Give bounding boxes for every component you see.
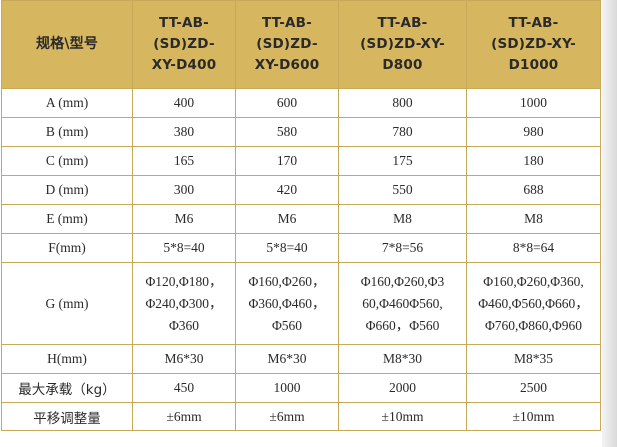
table-cell: 400 bbox=[132, 88, 236, 118]
table-cell: M6 bbox=[132, 204, 236, 234]
table-cell: 580 bbox=[235, 117, 339, 147]
model-header-line: D1000 bbox=[508, 57, 559, 73]
model-header-line: TT-AB- bbox=[159, 15, 209, 31]
table-row: E (mm) M6 M6 M8 M8 bbox=[1, 204, 601, 234]
row-label: A (mm) bbox=[1, 88, 133, 118]
model-header-line: (SD)ZD-XY- bbox=[360, 36, 445, 52]
table-cell: 980 bbox=[466, 117, 601, 147]
table-cell: 450 bbox=[132, 373, 236, 403]
table-cell: 780 bbox=[338, 117, 467, 147]
model-header-line: D800 bbox=[382, 57, 423, 73]
header-row: 规格\型号 TT-AB- (SD)ZD- XY-D400 TT-AB- (SD)… bbox=[1, 0, 601, 89]
table-row: A (mm) 400 600 800 1000 bbox=[1, 88, 601, 118]
row-label: F(mm) bbox=[1, 233, 133, 263]
row-label: 最大承载（kg） bbox=[1, 373, 133, 403]
model-header-line: XY-D400 bbox=[151, 57, 217, 73]
table-cell: 550 bbox=[338, 175, 467, 205]
cell-line: Φ660，Φ560 bbox=[365, 317, 440, 333]
table-cell: 300 bbox=[132, 175, 236, 205]
table-cell: M8 bbox=[466, 204, 601, 234]
table-cell: Φ160,Φ260,Φ3 60,Φ460Φ560, Φ660，Φ560 bbox=[338, 262, 467, 345]
model-header-line: (SD)ZD- bbox=[256, 36, 318, 52]
table-row: G (mm) Φ120,Φ180， Φ240,Φ300， Φ360 Φ160,Φ… bbox=[1, 262, 601, 345]
model-header-d400: TT-AB- (SD)ZD- XY-D400 bbox=[132, 0, 236, 89]
table-cell: M8 bbox=[338, 204, 467, 234]
table-cell: ±6mm bbox=[235, 402, 339, 431]
table-row: 最大承载（kg） 450 1000 2000 2500 bbox=[1, 373, 601, 403]
row-label: C (mm) bbox=[1, 146, 133, 176]
cell-line: Φ240,Φ300， bbox=[145, 295, 223, 311]
page-edge-shadow bbox=[602, 0, 617, 447]
table-cell: M6*30 bbox=[132, 344, 236, 374]
model-header-d800: TT-AB- (SD)ZD-XY- D800 bbox=[338, 0, 467, 89]
spec-table: 规格\型号 TT-AB- (SD)ZD- XY-D400 TT-AB- (SD)… bbox=[1, 0, 601, 431]
table-cell: M6 bbox=[235, 204, 339, 234]
cell-line: Φ460,Φ560,Φ660， bbox=[478, 295, 589, 311]
model-header-line: TT-AB- bbox=[377, 15, 428, 31]
table-cell: 8*8=64 bbox=[466, 233, 601, 263]
table-cell: M8*35 bbox=[466, 344, 601, 374]
row-label: D (mm) bbox=[1, 175, 133, 205]
table-cell: 170 bbox=[235, 146, 339, 176]
table-cell: ±10mm bbox=[338, 402, 467, 431]
table-cell: 1000 bbox=[466, 88, 601, 118]
table-cell: 380 bbox=[132, 117, 236, 147]
table-cell: 165 bbox=[132, 146, 236, 176]
table-cell: Φ160,Φ260， Φ360,Φ460， Φ560 bbox=[235, 262, 339, 345]
table-row: C (mm) 165 170 175 180 bbox=[1, 146, 601, 176]
table-cell: Φ160,Φ260,Φ360, Φ460,Φ560,Φ660， Φ760,Φ86… bbox=[466, 262, 601, 345]
model-header-line: TT-AB- bbox=[508, 15, 559, 31]
model-header-line: TT-AB- bbox=[262, 15, 312, 31]
corner-header: 规格\型号 bbox=[1, 0, 133, 89]
cell-line: Φ760,Φ860,Φ960 bbox=[484, 317, 583, 333]
row-label: B (mm) bbox=[1, 117, 133, 147]
cell-line: Φ360,Φ460， bbox=[248, 295, 326, 311]
table-cell: 5*8=40 bbox=[235, 233, 339, 263]
row-label: 平移调整量 bbox=[1, 402, 133, 431]
model-header-d600: TT-AB- (SD)ZD- XY-D600 bbox=[235, 0, 339, 89]
table-cell: M8*30 bbox=[338, 344, 467, 374]
cell-line: Φ360 bbox=[168, 317, 200, 333]
table-cell: 420 bbox=[235, 175, 339, 205]
row-label: H(mm) bbox=[1, 344, 133, 374]
table-row: B (mm) 380 580 780 980 bbox=[1, 117, 601, 147]
table-cell: 7*8=56 bbox=[338, 233, 467, 263]
table-cell: 175 bbox=[338, 146, 467, 176]
model-header-d1000: TT-AB- (SD)ZD-XY- D1000 bbox=[466, 0, 601, 89]
table-cell: 180 bbox=[466, 146, 601, 176]
table-row: F(mm) 5*8=40 5*8=40 7*8=56 8*8=64 bbox=[1, 233, 601, 263]
table-cell: 688 bbox=[466, 175, 601, 205]
cell-line: Φ160,Φ260， bbox=[248, 273, 326, 289]
model-header-line: XY-D600 bbox=[254, 57, 320, 73]
model-header-line: (SD)ZD- bbox=[153, 36, 215, 52]
table-cell: ±6mm bbox=[132, 402, 236, 431]
table-row: 平移调整量 ±6mm ±6mm ±10mm ±10mm bbox=[1, 402, 601, 431]
table-row: H(mm) M6*30 M6*30 M8*30 M8*35 bbox=[1, 344, 601, 374]
table-cell: M6*30 bbox=[235, 344, 339, 374]
table-cell: 5*8=40 bbox=[132, 233, 236, 263]
model-header-line: (SD)ZD-XY- bbox=[491, 36, 576, 52]
table-cell: 800 bbox=[338, 88, 467, 118]
table-cell: 2000 bbox=[338, 373, 467, 403]
cell-line: Φ120,Φ180， bbox=[145, 273, 223, 289]
table-cell: 1000 bbox=[235, 373, 339, 403]
table-cell: Φ120,Φ180， Φ240,Φ300， Φ360 bbox=[132, 262, 236, 345]
cell-line: Φ160,Φ260,Φ360, bbox=[483, 273, 584, 289]
table-row: D (mm) 300 420 550 688 bbox=[1, 175, 601, 205]
row-label: E (mm) bbox=[1, 204, 133, 234]
cell-line: Φ160,Φ260,Φ3 bbox=[360, 273, 445, 289]
cell-line: Φ560 bbox=[271, 317, 303, 333]
table-cell: 600 bbox=[235, 88, 339, 118]
row-label: G (mm) bbox=[1, 262, 133, 345]
cell-line: 60,Φ460Φ560, bbox=[362, 295, 443, 311]
table-cell: 2500 bbox=[466, 373, 601, 403]
table-cell: ±10mm bbox=[466, 402, 601, 431]
